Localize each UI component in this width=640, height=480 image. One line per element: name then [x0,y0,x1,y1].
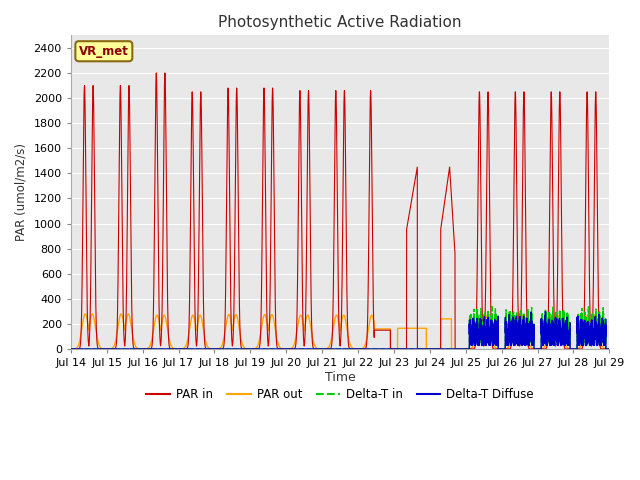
Delta-T in [507,331,515,336]
PAR out [411,325,419,331]
X-axis label: Time: Time [324,371,355,384]
Delta-T Diffuse [67,346,75,352]
PAR in [508,343,515,348]
Delta-T Diffuse [95,346,103,352]
PAR in [472,338,479,344]
PAR in [95,346,103,352]
Delta-T Diffuse [472,324,479,330]
PAR out [472,333,479,339]
PAR in [411,180,419,185]
PAR in [387,346,394,352]
PAR out [387,346,394,352]
PAR in [605,346,613,352]
Delta-T in [488,302,496,308]
Text: VR_met: VR_met [79,45,129,58]
PAR in [500,346,508,352]
Legend: PAR in, PAR out, Delta-T in, Delta-T Diffuse: PAR in, PAR out, Delta-T in, Delta-T Dif… [141,384,539,406]
PAR out [81,311,89,317]
PAR in [152,70,160,76]
Line: Delta-T in: Delta-T in [71,305,609,349]
Title: Photosynthetic Active Radiation: Photosynthetic Active Radiation [218,15,462,30]
Delta-T in [67,346,75,352]
Y-axis label: PAR (umol/m2/s): PAR (umol/m2/s) [15,143,28,241]
Delta-T Diffuse [500,346,508,352]
PAR out [605,346,613,352]
Delta-T in [95,346,103,352]
Delta-T in [472,328,479,334]
Delta-T Diffuse [486,336,494,342]
Delta-T Diffuse [507,342,515,348]
Line: PAR in: PAR in [71,73,609,349]
PAR out [67,346,75,352]
PAR out [486,324,494,329]
Delta-T in [486,340,494,346]
Delta-T in [500,346,508,352]
Delta-T Diffuse [541,309,549,314]
Line: Delta-T Diffuse: Delta-T Diffuse [71,312,609,349]
PAR out [508,336,515,341]
PAR in [486,268,494,274]
Delta-T Diffuse [411,346,419,352]
PAR out [500,346,508,352]
Line: PAR out: PAR out [71,314,609,349]
PAR out [95,342,103,348]
Delta-T in [411,346,419,352]
Delta-T in [605,346,613,352]
PAR in [67,346,75,352]
Delta-T Diffuse [605,346,613,352]
